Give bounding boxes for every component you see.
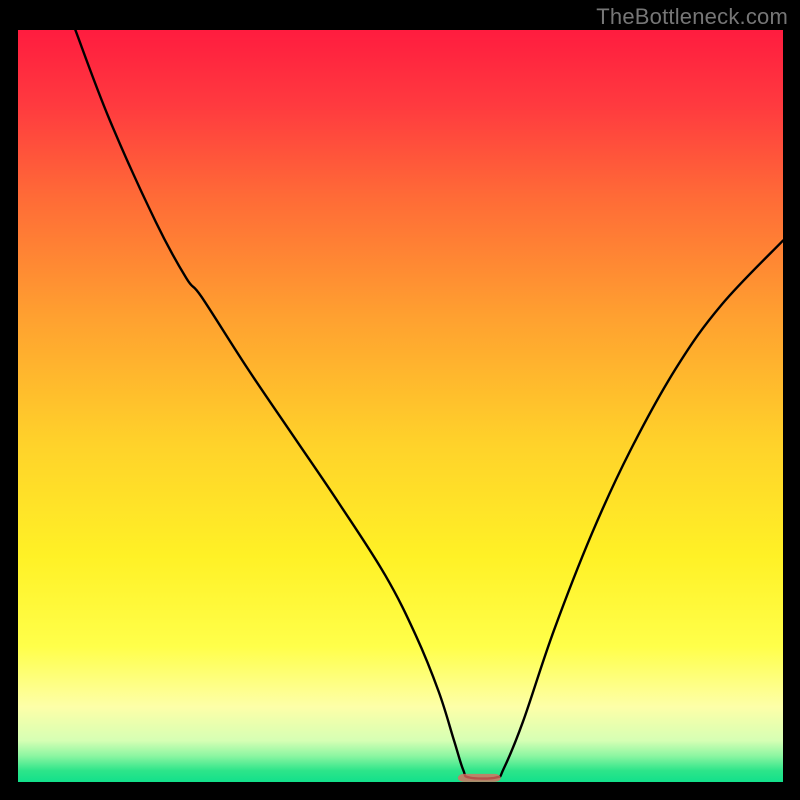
chart-svg <box>18 30 783 782</box>
optimal-range-marker <box>458 774 501 782</box>
source-watermark: TheBottleneck.com <box>596 4 788 30</box>
plot-area <box>18 30 783 782</box>
gradient-background <box>18 30 783 782</box>
chart-frame: TheBottleneck.com <box>0 0 800 800</box>
